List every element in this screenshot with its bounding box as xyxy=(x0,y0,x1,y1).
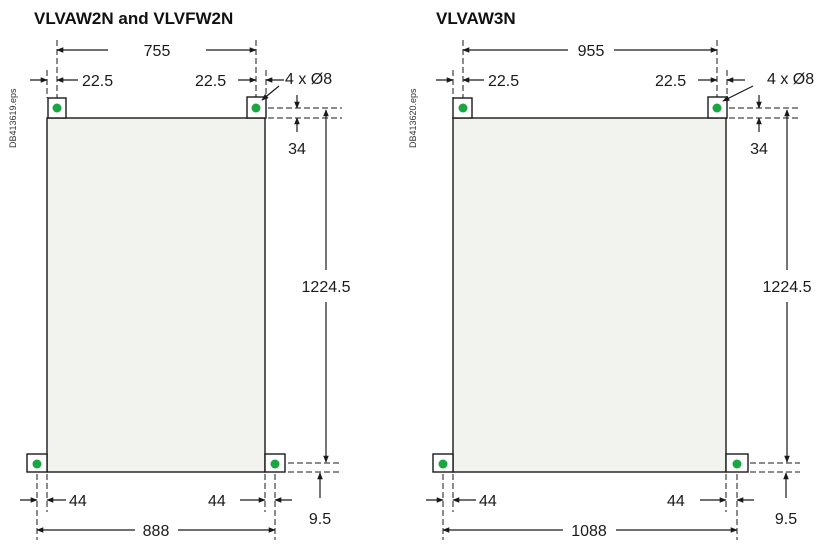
right-dim-hole-spacing: 955 xyxy=(578,43,605,60)
left-dim-height: 1224.5 xyxy=(302,279,351,296)
right-dim-bottom-offset-right: 44 xyxy=(667,493,685,510)
left-dim-top-margin: 34 xyxy=(288,141,306,158)
right-dim-top-offset-left: 22.5 xyxy=(488,73,519,90)
right-dim-bottom-margin: 9.5 xyxy=(775,511,797,528)
right-dim-top-offset-right: 22.5 xyxy=(655,73,686,90)
right-drawing-ref: DB413620.eps xyxy=(408,88,418,148)
left-enclosure-body xyxy=(46,117,266,473)
left-dim-top-offset-right: 22.5 xyxy=(195,73,226,90)
right-enclosure-body xyxy=(452,117,727,473)
right-drawing: VLVAW3N DB413620.eps 955 22.5 22.5 4 x xyxy=(408,9,814,540)
right-dim-bottom-offset-left: 44 xyxy=(479,493,497,510)
left-hole-callout: 4 x Ø8 xyxy=(285,71,332,88)
right-hole-bottom-right xyxy=(732,459,742,469)
left-drawing-ref: DB413619.eps xyxy=(8,88,18,148)
right-hole-callout: 4 x Ø8 xyxy=(767,71,814,88)
left-dim-bottom-offset-right: 44 xyxy=(208,493,226,510)
left-dim-bottom-margin: 9.5 xyxy=(309,511,331,528)
right-dim-top-margin: 34 xyxy=(750,141,768,158)
right-dim-height: 1224.5 xyxy=(763,279,812,296)
right-hole-top-right xyxy=(712,103,722,113)
left-dim-width: 888 xyxy=(143,523,170,540)
right-hole-bottom-left xyxy=(438,459,448,469)
left-dim-hole-spacing: 755 xyxy=(144,43,171,60)
left-dim-bottom-offset-left: 44 xyxy=(69,493,87,510)
right-dim-width: 1088 xyxy=(571,523,607,540)
left-hole-bottom-left xyxy=(32,459,42,469)
left-hole-top-right xyxy=(251,103,261,113)
right-hole-top-left xyxy=(458,103,468,113)
left-dim-top-offset-left: 22.5 xyxy=(82,73,113,90)
right-title: VLVAW3N xyxy=(436,9,516,28)
left-drawing: VLVAW2N and VLVFW2N DB413619.eps 755 22.… xyxy=(8,9,351,540)
left-hole-bottom-right xyxy=(270,459,280,469)
left-hole-top-left xyxy=(52,103,62,113)
left-title: VLVAW2N and VLVFW2N xyxy=(34,9,233,28)
